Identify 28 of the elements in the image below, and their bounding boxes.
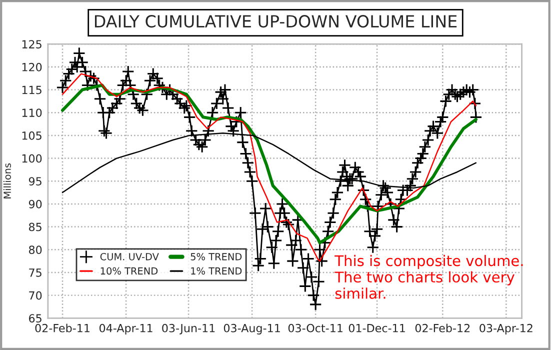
x-tick-label: 02-Feb-12 bbox=[415, 324, 470, 332]
y-axis-title: Millions bbox=[3, 163, 11, 198]
y-tick-label: 110 bbox=[22, 108, 42, 117]
y-tick-label: 65 bbox=[29, 314, 42, 323]
y-tick-label: 90 bbox=[28, 200, 42, 208]
y-tick-label: 105 bbox=[22, 131, 42, 140]
x-tick-label: 01-Dec-11 bbox=[348, 324, 405, 332]
legend-label: CUM. UV-DV bbox=[100, 253, 159, 260]
x-tick-label: 03-Apr-12 bbox=[480, 324, 532, 334]
x-tick-label: 03-Aug-11 bbox=[224, 324, 280, 334]
y-tick-label: 80 bbox=[28, 246, 42, 254]
annotation: This is composite volume. The two charts look very similar. bbox=[334, 254, 523, 299]
y-tick-label: 125 bbox=[22, 40, 42, 48]
chart-title: DAILY CUMULATIVE UP-DOWN VOLUME LINE bbox=[94, 14, 457, 28]
legend-label: 10% TREND bbox=[100, 267, 158, 275]
x-tick-label: 02-Feb-11 bbox=[35, 324, 90, 332]
y-tick-label: 75 bbox=[29, 268, 42, 277]
legend-label: 5% TREND bbox=[190, 253, 242, 260]
y-tick-label: 100 bbox=[22, 154, 42, 163]
y-tick-label: 120 bbox=[22, 62, 42, 72]
y-tick-label: 95 bbox=[28, 177, 42, 186]
y-tick-label: 85 bbox=[28, 222, 42, 232]
x-tick-label: 03-Jun-11 bbox=[162, 324, 215, 334]
y-tick-label: 70 bbox=[29, 291, 42, 300]
x-tick-label: 04-Apr-11 bbox=[100, 324, 152, 334]
x-tick-label: 03-Oct-11 bbox=[288, 324, 342, 332]
legend-label: 1% TREND bbox=[191, 267, 242, 275]
y-tick-label: 115 bbox=[22, 86, 42, 94]
